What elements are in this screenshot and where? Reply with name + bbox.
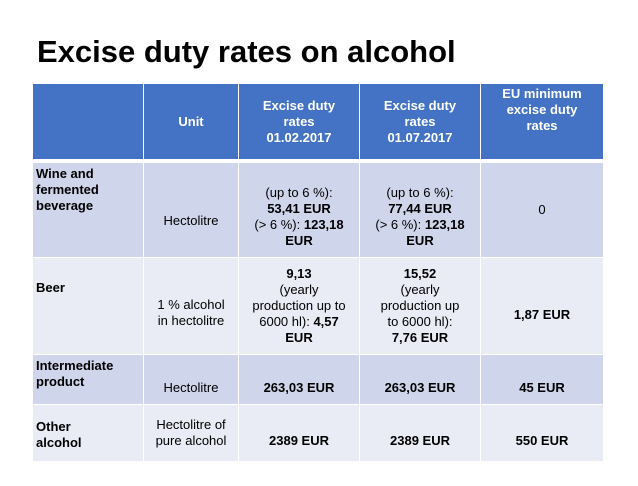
other-unit: Hectolitre of pure alcohol (143, 404, 238, 461)
header-rates-01-07-2017: Excise duty rates 01.07.2017 (359, 84, 480, 162)
table-row-intermediate: Intermediate product Hectolitre 263,03 E… (33, 354, 603, 404)
table-row-wine: Wine and fermented beverage Hectolitre (… (33, 162, 603, 257)
row-label-other: Other alcohol (33, 404, 143, 461)
header-unit: Unit (143, 84, 238, 162)
wine-unit: Hectolitre (143, 162, 238, 257)
other-rate-01-07-2017: 2389 EUR (359, 404, 480, 461)
row-label-beer: Beer (33, 257, 143, 354)
wine-rate-01-02-2017: (up to 6 %): 53,41 EUR (> 6 %): 123,18 E… (238, 162, 359, 257)
intermediate-unit: Hectolitre (143, 354, 238, 404)
row-label-intermediate: Intermediate product (33, 354, 143, 404)
table-row-beer: Beer 1 % alcohol in hectolitre 9,13 (yea… (33, 257, 603, 354)
intermediate-eu-minimum: 45 EUR (480, 354, 603, 404)
beer-rate-01-02-2017: 9,13 (yearly production up to 6000 hl): … (238, 257, 359, 354)
table-header-row: Unit Excise duty rates 01.02.2017 Excise… (33, 84, 603, 162)
intermediate-rate-01-07-2017: 263,03 EUR (359, 354, 480, 404)
excise-duty-table: Unit Excise duty rates 01.02.2017 Excise… (33, 84, 603, 461)
header-eu-minimum: EU minimum excise duty rates (480, 84, 603, 162)
row-label-wine: Wine and fermented beverage (33, 162, 143, 257)
header-corner-cell (33, 84, 143, 162)
other-eu-minimum: 550 EUR (480, 404, 603, 461)
slide-title: Excise duty rates on alcohol (37, 34, 456, 69)
header-rates-01-02-2017: Excise duty rates 01.02.2017 (238, 84, 359, 162)
wine-eu-minimum: 0 (480, 162, 603, 257)
other-rate-01-02-2017: 2389 EUR (238, 404, 359, 461)
beer-unit: 1 % alcohol in hectolitre (143, 257, 238, 354)
table-row-other: Other alcohol Hectolitre of pure alcohol… (33, 404, 603, 461)
beer-rate-01-07-2017: 15,52 (yearly production up to 6000 hl):… (359, 257, 480, 354)
intermediate-rate-01-02-2017: 263,03 EUR (238, 354, 359, 404)
beer-eu-minimum: 1,87 EUR (480, 257, 603, 354)
wine-rate-01-07-2017: (up to 6 %): 77,44 EUR (> 6 %): 123,18 E… (359, 162, 480, 257)
